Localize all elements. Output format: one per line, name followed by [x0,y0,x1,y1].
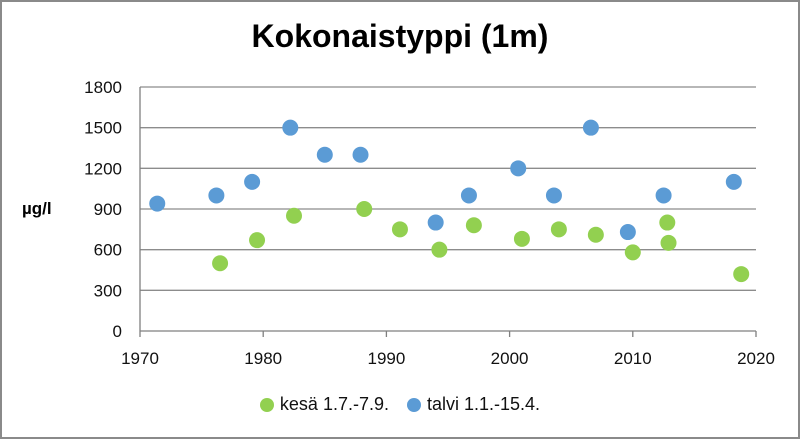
y-axis-label: µg/l [22,199,52,218]
point-kesa [212,255,229,272]
point-kesa [286,207,302,224]
point-talvi [510,160,527,177]
legend-label-talvi: talvi 1.1.-15.4. [427,394,541,414]
point-talvi [545,187,562,204]
legend-item-talvi: talvi 1.1.-15.4. [407,394,540,415]
axes [139,87,757,337]
point-talvi [619,224,636,241]
legend-marker-kesa [259,397,274,412]
y-tick-label: 1500 [84,119,122,138]
x-tick-label: 1980 [244,349,282,368]
x-tick-label: 2010 [614,349,652,368]
point-kesa [356,201,373,217]
y-tick-label: 0 [113,322,122,341]
point-kesa [249,232,266,249]
point-kesa [391,221,408,238]
x-tick-label: 2000 [491,349,529,368]
point-talvi [208,187,225,204]
legend: kesä 1.7.-7.9. talvi 1.1.-15.4. [0,394,800,415]
point-talvi [149,195,166,212]
x-tick-label: 1990 [367,349,405,368]
point-kesa [550,221,567,238]
y-tick-label: 900 [94,200,122,219]
point-talvi [725,173,742,190]
point-talvi [427,214,444,231]
y-tick-labels: 0 300 600 900 1200 1500 1800 [84,78,122,341]
y-tick-label: 600 [94,241,122,260]
x-tick-label: 2020 [737,349,775,368]
point-talvi [316,146,333,163]
point-kesa [624,244,641,261]
legend-item-kesa: kesä 1.7.-7.9. [259,394,389,415]
point-kesa [659,214,676,231]
y-tick-label: 1800 [84,78,122,97]
chart-title: Kokonaistyppi (1m) [251,18,549,54]
point-kesa [733,266,750,283]
point-talvi [352,146,369,163]
legend-label-kesa: kesä 1.7.-7.9. [279,394,389,414]
point-talvi [582,119,599,136]
x-tick-label: 1970 [121,349,159,368]
point-talvi [282,119,299,136]
point-kesa [587,226,604,243]
point-talvi [244,173,261,190]
legend-marker-talvi [407,397,421,412]
point-kesa [660,234,677,251]
y-tick-label: 1200 [84,159,122,178]
gridlines [140,86,756,291]
data-points [149,119,750,283]
point-kesa [465,217,482,234]
point-talvi [460,187,477,204]
point-talvi [655,187,672,204]
point-kesa [431,241,448,258]
point-kesa [513,230,530,247]
x-tick-labels: 1970 1980 1990 2000 2010 2020 [121,349,775,368]
y-tick-label: 300 [94,281,122,300]
